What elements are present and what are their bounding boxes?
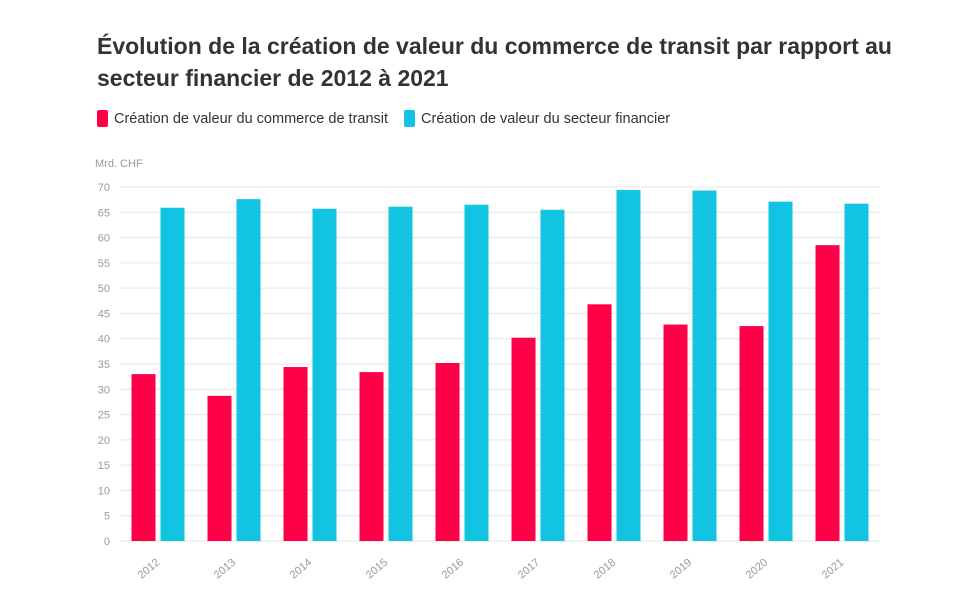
y-tick-label: 30 (98, 384, 110, 396)
legend-swatch-transit (97, 110, 108, 127)
x-tick-label: 2014 (288, 557, 314, 582)
bar-transit (207, 395, 232, 541)
bar-transit (739, 326, 764, 541)
bar-financier (160, 207, 185, 541)
y-axis-unit-label: Mrd. CHF (95, 158, 143, 170)
y-tick-label: 0 (104, 536, 110, 548)
y-tick-label: 45 (98, 308, 110, 320)
x-tick-label: 2018 (592, 557, 618, 582)
y-tick-label: 25 (98, 410, 110, 422)
bar-financier (844, 203, 869, 541)
y-tick-label: 5 (104, 511, 110, 523)
x-tick-label: 2017 (516, 557, 542, 582)
x-tick-label: 2019 (668, 557, 694, 582)
legend-item-financier[interactable]: Création de valeur du secteur financier (404, 110, 670, 127)
bar-transit (283, 367, 308, 541)
y-tick-label: 60 (98, 233, 110, 245)
x-tick-label: 2016 (440, 557, 466, 582)
legend-swatch-financier (404, 110, 416, 127)
y-tick-label: 40 (98, 334, 110, 346)
chart-title: Évolution de la création de valeur du co… (97, 33, 892, 91)
x-tick-label: 2020 (744, 557, 770, 582)
bar-transit (587, 304, 612, 541)
bar-financier (388, 206, 413, 542)
y-tick-label: 70 (98, 182, 110, 194)
x-tick-label: 2021 (820, 557, 846, 582)
bar-transit (435, 362, 460, 541)
legend-label-transit: Création de valeur du commerce de transi… (114, 110, 389, 127)
legend: Création de valeur du commerce de transi… (97, 110, 670, 127)
y-tick-label: 65 (98, 207, 110, 219)
bar-financier (692, 190, 717, 542)
x-tick-label: 2013 (212, 557, 238, 582)
y-tick-label: 15 (98, 460, 110, 472)
y-tick-label: 55 (98, 258, 110, 270)
y-tick-label: 20 (98, 435, 110, 447)
y-tick-label: 35 (98, 359, 110, 371)
bar-transit (511, 337, 536, 541)
bar-transit (663, 324, 688, 541)
legend-item-transit[interactable]: Création de valeur du commerce de transi… (97, 110, 388, 127)
bar-financier (236, 199, 261, 541)
bar-financier (312, 208, 337, 541)
bar-transit (359, 372, 384, 541)
legend-label-financier: Création de valeur du secteur financier (421, 110, 671, 127)
x-tick-label: 2012 (136, 557, 162, 582)
bar-financier (768, 201, 793, 541)
bar-financier (540, 209, 565, 541)
bar-transit (815, 245, 840, 541)
x-tick-label: 2015 (364, 557, 390, 582)
y-tick-label: 10 (98, 485, 110, 497)
bar-financier (464, 204, 489, 541)
bar-transit (131, 374, 156, 541)
y-tick-label: 50 (98, 283, 110, 295)
bar-financier (616, 190, 641, 541)
